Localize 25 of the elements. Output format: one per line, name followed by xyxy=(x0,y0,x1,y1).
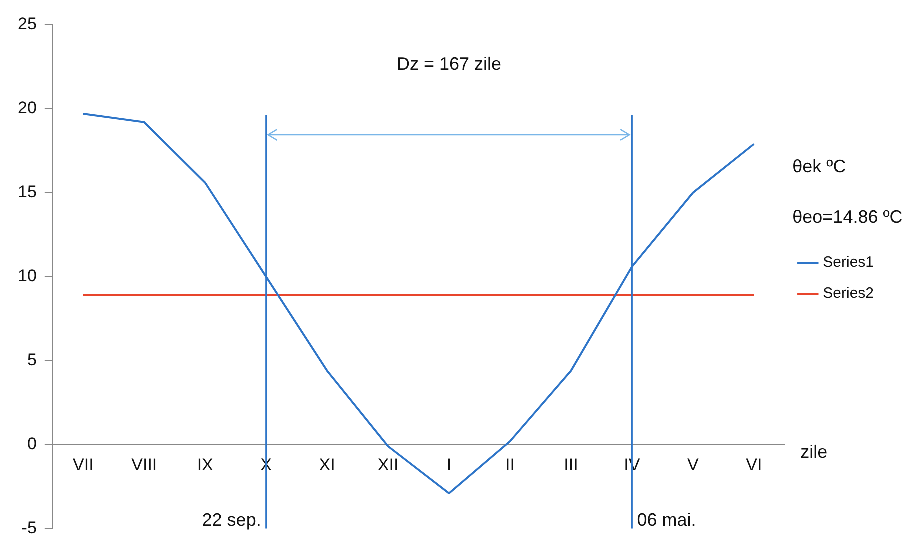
x-tick-label: I xyxy=(446,456,452,475)
x-axis-title: zile xyxy=(800,442,828,462)
ref-line-label: 06 mai. xyxy=(637,510,696,530)
legend-label: Series2 xyxy=(823,285,874,302)
x-tick-label: III xyxy=(564,456,578,475)
annotation: Dz = 167 zile xyxy=(396,54,502,74)
legend-label: Series1 xyxy=(823,254,874,272)
x-tick-label: XI xyxy=(319,456,336,475)
x-tick-label: VIII xyxy=(132,456,158,475)
y-tick-label: 15 xyxy=(18,182,37,202)
x-tick-label: V xyxy=(688,456,700,475)
y-tick-label: 25 xyxy=(18,14,37,34)
y-tick-label: -5 xyxy=(22,518,37,538)
text: θeo=14.86 ºC xyxy=(792,207,903,228)
ref-line-label: 22 sep. xyxy=(202,510,262,530)
y-tick-label: 20 xyxy=(18,98,37,118)
x-tick-label: IX xyxy=(197,456,214,475)
x-tick-label: VI xyxy=(746,456,762,475)
y-tick-label: 10 xyxy=(18,266,37,286)
y-tick-label: 5 xyxy=(27,350,37,370)
y-tick-label: 0 xyxy=(27,434,37,454)
x-tick-label: VII xyxy=(73,456,94,475)
text: θek ºC xyxy=(792,156,846,177)
x-tick-label: XII xyxy=(378,456,399,475)
x-tick-label: II xyxy=(506,456,515,475)
